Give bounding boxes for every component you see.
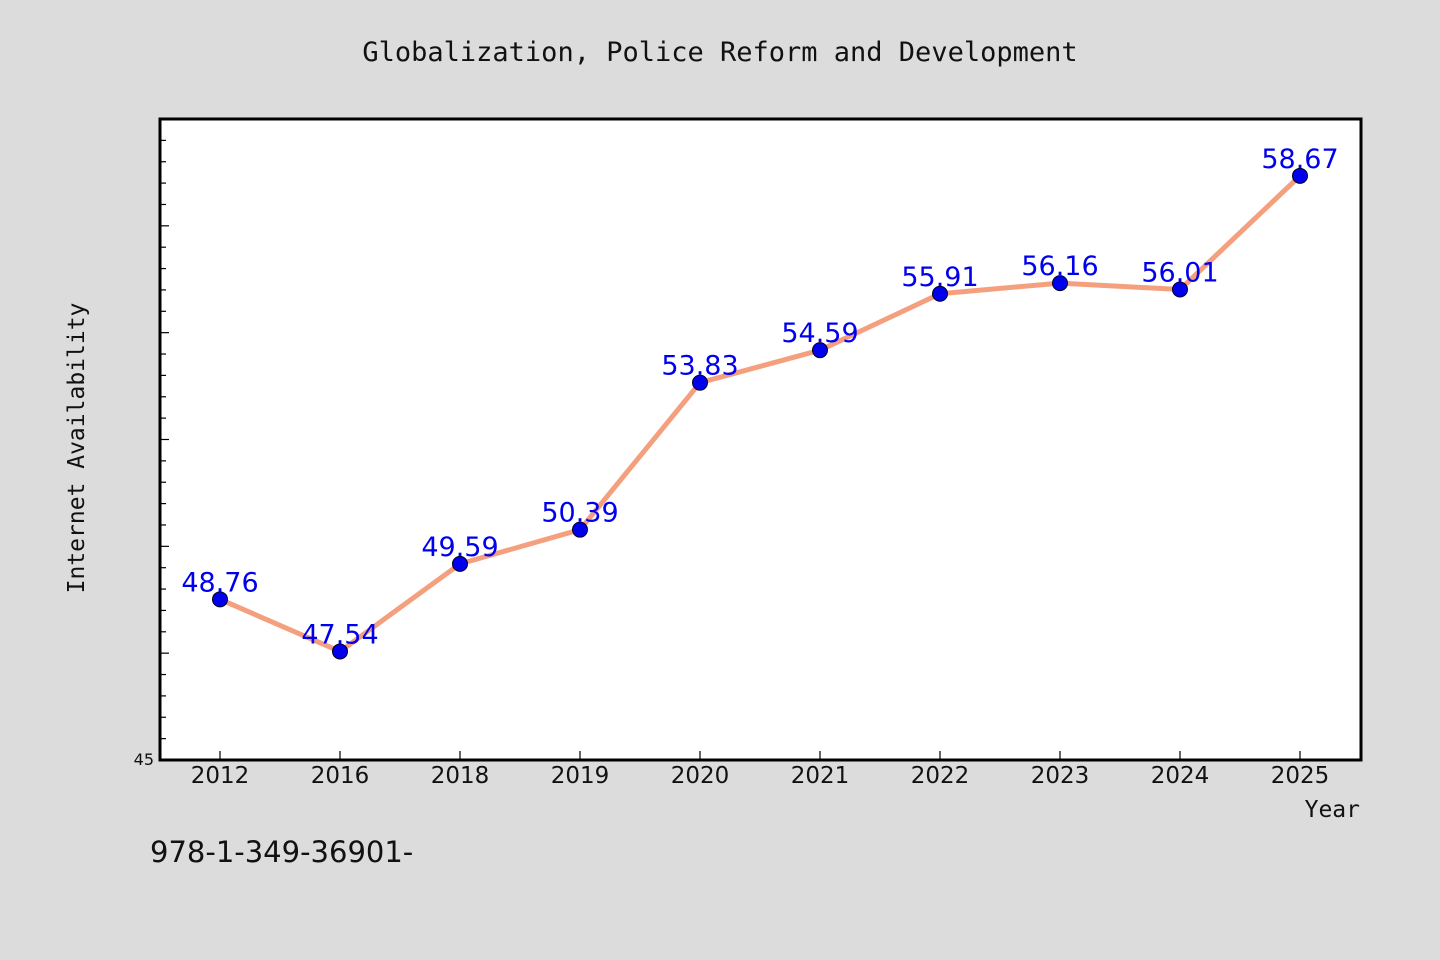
series-line xyxy=(217,173,1303,654)
data-labels: 48.76 47.54 49.59 50.39 53.83 54.59 55.91 56.16… xyxy=(181,144,1338,651)
data-label: 47.54 xyxy=(301,619,378,650)
plot-area xyxy=(158,117,1363,762)
data-label: 53.83 xyxy=(661,351,738,382)
data-label: 56.01 xyxy=(1141,258,1218,289)
data-point xyxy=(452,555,468,572)
data-point xyxy=(1172,281,1188,298)
data-point xyxy=(1292,167,1308,184)
data-label: 49.59 xyxy=(421,532,498,563)
data-label: 48.76 xyxy=(181,567,258,598)
x-tick-label: 2019 xyxy=(551,763,610,789)
data-point xyxy=(212,591,228,608)
x-tick-label: 2021 xyxy=(791,763,850,789)
data-point xyxy=(572,521,588,538)
x-axis-ticks: 2012 2016 2018 2019 2020 2021 2022 2023 2024 2025 xyxy=(191,751,1330,789)
x-axis-label: Year xyxy=(1305,797,1360,823)
data-label: 55.91 xyxy=(901,262,978,293)
y-tick-label: 45 xyxy=(134,750,154,769)
data-label: 54.59 xyxy=(781,318,858,349)
series-lines xyxy=(217,173,1303,654)
x-tick-label: 2020 xyxy=(671,763,730,789)
data-points xyxy=(212,167,1308,660)
footer-isbn: 978-1-349-36901- xyxy=(150,835,413,869)
x-tick-label: 2012 xyxy=(191,763,250,789)
y-axis-ticks: 45 xyxy=(134,139,169,769)
data-label: 58.67 xyxy=(1261,144,1338,175)
x-tick-label: 2023 xyxy=(1031,763,1090,789)
data-point xyxy=(812,342,828,359)
y-axis-label: Internet Availability xyxy=(64,303,90,594)
data-label: 56.16 xyxy=(1021,251,1098,282)
data-point xyxy=(692,374,708,391)
data-point xyxy=(332,643,348,660)
chart-title: Globalization, Police Reform and Develop… xyxy=(362,37,1077,68)
x-tick-label: 2018 xyxy=(431,763,490,789)
x-tick-label: 2025 xyxy=(1271,763,1330,789)
data-point xyxy=(1052,275,1068,292)
data-label: 50.39 xyxy=(541,498,618,529)
x-tick-label: 2016 xyxy=(311,763,370,789)
x-tick-label: 2022 xyxy=(911,763,970,789)
x-tick-label: 2024 xyxy=(1151,763,1210,789)
data-point xyxy=(932,285,948,302)
